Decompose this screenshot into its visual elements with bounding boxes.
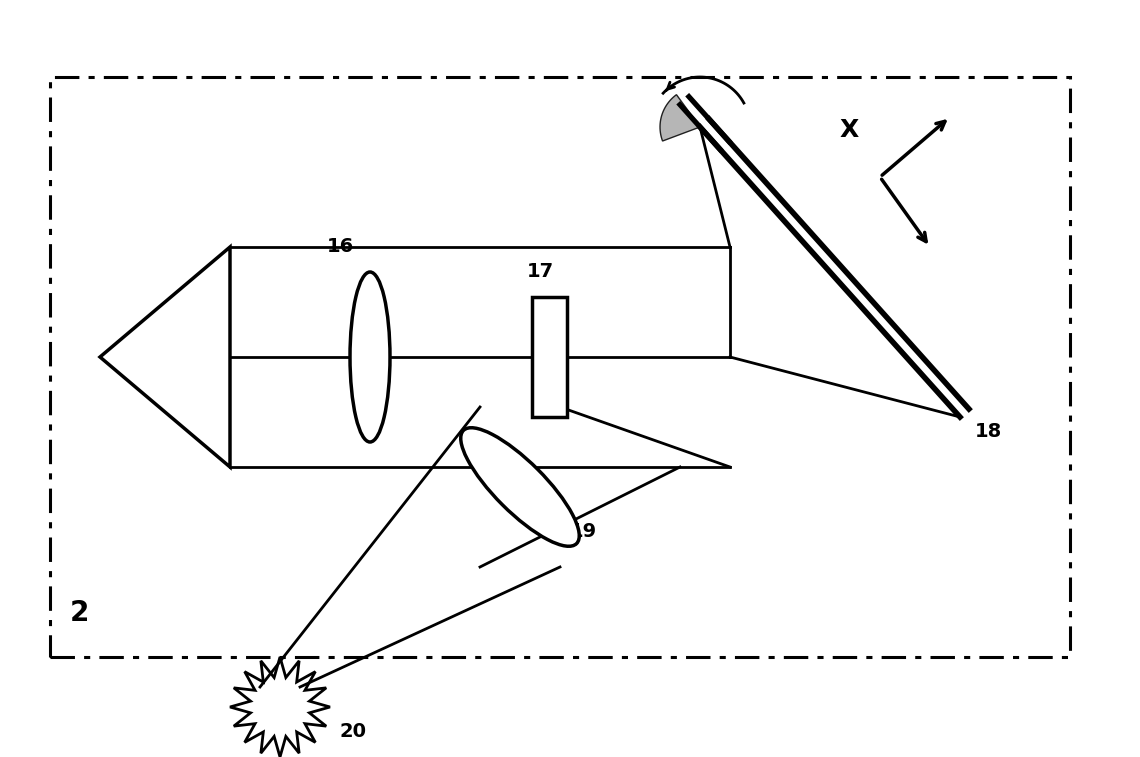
Text: 19: 19: [570, 522, 597, 541]
Text: 18: 18: [975, 422, 1002, 441]
Text: 2: 2: [70, 599, 89, 627]
Ellipse shape: [461, 428, 579, 547]
Ellipse shape: [350, 272, 390, 442]
Text: 17: 17: [527, 262, 554, 281]
Polygon shape: [532, 297, 568, 417]
Text: 20: 20: [340, 722, 367, 741]
Text: 16: 16: [326, 237, 353, 256]
Polygon shape: [660, 95, 700, 141]
Text: X: X: [840, 118, 860, 142]
